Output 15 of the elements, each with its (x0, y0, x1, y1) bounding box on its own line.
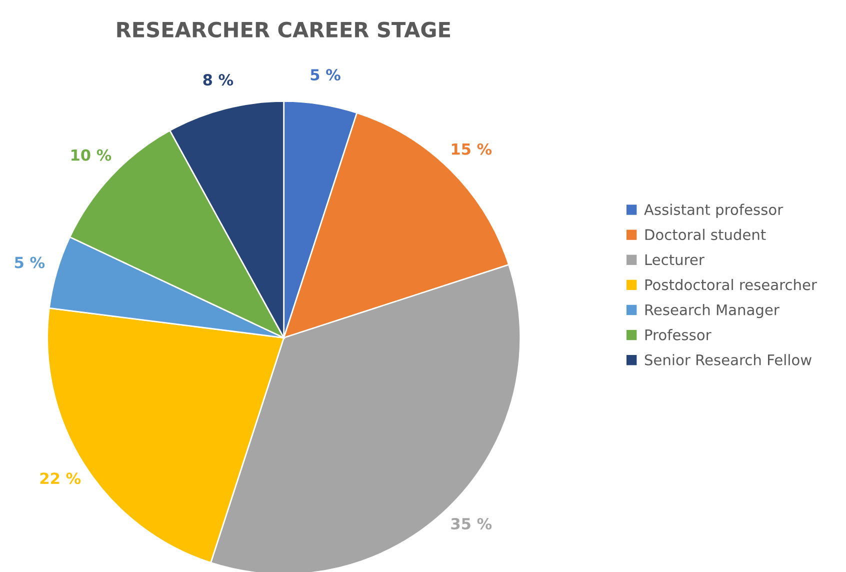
legend-label: Research Manager (645, 304, 780, 318)
chart-title: RESEARCHER CAREER STAGE (117, 22, 450, 38)
data-label: 15 % (452, 143, 492, 155)
legend-label: Doctoral student (645, 228, 766, 240)
legend-label: Postdoctoral researcher (645, 278, 817, 290)
legend-label: Assistant professor (644, 204, 784, 218)
legend-label: Lecturer (645, 254, 704, 266)
data-label: 10 % (72, 149, 112, 161)
legend-label: Professor (645, 329, 712, 340)
legend-label: Senior Research Fellow (644, 354, 812, 366)
data-label: 8 % (203, 74, 234, 86)
data-label: 5 % (310, 68, 340, 81)
data-label: 35 % (451, 518, 492, 530)
data-label: 22 % (40, 472, 81, 484)
data-label: 5 % (14, 256, 45, 268)
